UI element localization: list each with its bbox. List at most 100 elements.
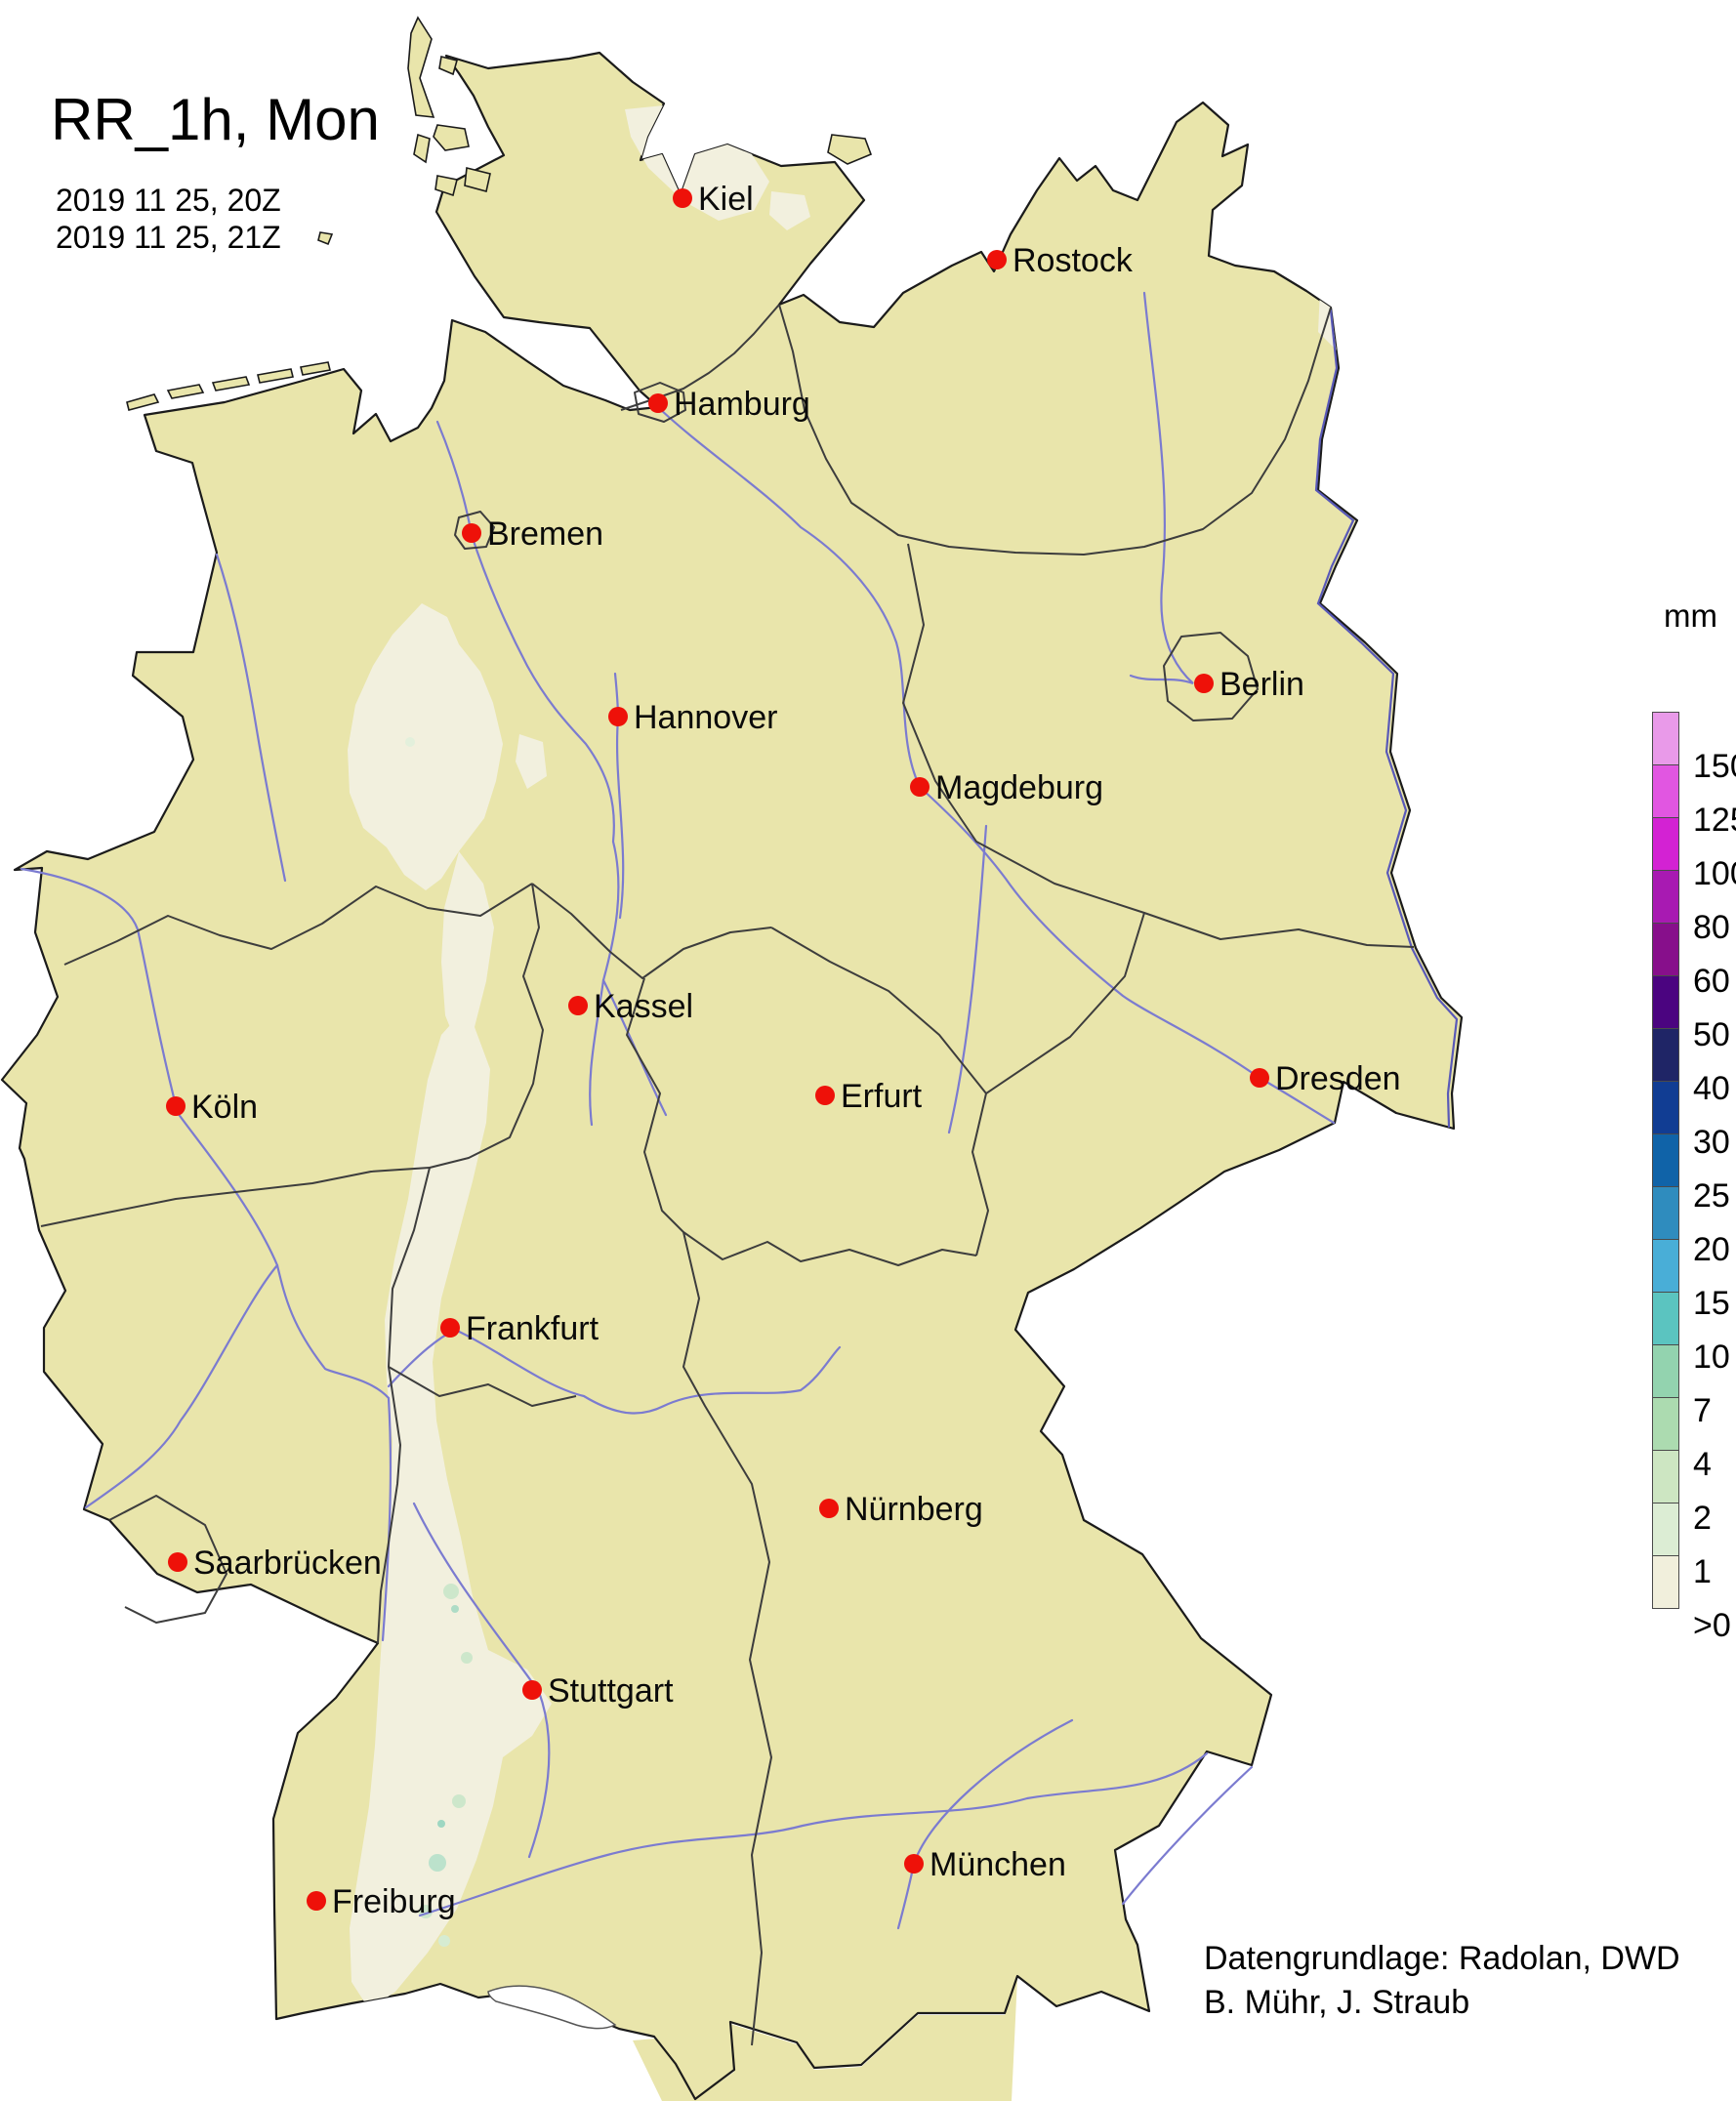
river-ems xyxy=(215,553,287,883)
city-dot xyxy=(522,1680,542,1700)
legend-swatch xyxy=(1652,1186,1679,1240)
legend-tick-label: 7 xyxy=(1693,1392,1712,1429)
legend-tick-label: 30 xyxy=(1693,1124,1730,1161)
legend-swatch xyxy=(1652,870,1679,924)
city-label: Berlin xyxy=(1219,666,1304,703)
city-dot xyxy=(910,777,930,797)
river-saale xyxy=(947,824,988,1134)
city-label: Hannover xyxy=(634,699,777,736)
lake-constance xyxy=(487,1985,617,2030)
river-oder xyxy=(1314,309,1459,1129)
legend-swatch xyxy=(1652,1450,1679,1504)
legend-tick-label: 1 xyxy=(1693,1553,1712,1590)
legend-swatch xyxy=(1652,712,1679,765)
city-dot xyxy=(1194,674,1214,693)
legend-tick-label: 50 xyxy=(1693,1016,1730,1053)
city-label: Saarbrücken xyxy=(193,1545,382,1582)
city-label: Köln xyxy=(191,1089,258,1126)
city-dot xyxy=(440,1318,460,1338)
state-borders xyxy=(40,304,1415,2046)
river-rhine xyxy=(20,867,393,1642)
legend-tick-label: 10 xyxy=(1693,1339,1730,1376)
end-time: 2019 11 25, 21Z xyxy=(56,220,281,255)
legend-swatch xyxy=(1652,923,1679,976)
city-label: Kassel xyxy=(594,988,693,1025)
precipitation-light-speckles xyxy=(405,737,473,1947)
city-label: Magdeburg xyxy=(935,769,1103,806)
legend-swatch xyxy=(1652,1239,1679,1293)
legend-tick-label: 15 xyxy=(1693,1285,1730,1322)
map-title: RR_1h, Mon xyxy=(51,87,380,152)
legend-swatch xyxy=(1652,1081,1679,1134)
city-label: Hamburg xyxy=(674,386,810,423)
legend-tick-label: 4 xyxy=(1693,1446,1712,1483)
legend-swatch xyxy=(1652,764,1679,818)
city-dot xyxy=(819,1499,839,1518)
legend-swatch xyxy=(1652,1292,1679,1345)
legend-swatch xyxy=(1652,1555,1679,1609)
city-dot xyxy=(815,1086,835,1105)
legend-tick-label: 125 xyxy=(1693,802,1736,839)
city-label: Erfurt xyxy=(841,1078,923,1115)
legend-color-bar xyxy=(1652,712,1679,1609)
map-valid-times: 2019 11 25, 20Z 2019 11 25, 21Z xyxy=(56,182,281,256)
city-label: Rostock xyxy=(1013,242,1134,279)
city-label: Kiel xyxy=(698,181,754,218)
legend-tick-label: 40 xyxy=(1693,1070,1730,1107)
river-fulda xyxy=(589,978,605,1127)
city-label: Freiburg xyxy=(332,1883,456,1920)
city-dot xyxy=(568,996,588,1015)
city-label: Nürnberg xyxy=(845,1491,983,1528)
legend-swatch xyxy=(1652,975,1679,1029)
river-inn xyxy=(1121,1765,1254,1906)
city-dot xyxy=(1250,1068,1269,1088)
legend-tick-label: 100 xyxy=(1693,855,1736,892)
legend-tick-label: 20 xyxy=(1693,1231,1730,1268)
precipitation-trace-areas xyxy=(348,103,1357,2009)
city-dot xyxy=(168,1552,187,1572)
legend-tick-label: 80 xyxy=(1693,909,1730,946)
city-dot xyxy=(608,707,628,726)
river-elbe xyxy=(658,407,1336,1125)
city-label: Stuttgart xyxy=(548,1672,674,1710)
city-label: Bremen xyxy=(487,515,603,553)
start-time: 2019 11 25, 20Z xyxy=(56,183,281,218)
legend-swatch xyxy=(1652,1028,1679,1082)
city-dot xyxy=(648,393,668,413)
legend-tick-label: 150 xyxy=(1693,748,1736,785)
berlin-state-ring xyxy=(1163,632,1259,721)
bremen-state-ring xyxy=(454,511,495,550)
legend-swatch xyxy=(1652,1397,1679,1451)
city-label: München xyxy=(930,1846,1066,1883)
city-label: Dresden xyxy=(1275,1060,1401,1097)
attribution: Datengrundlage: Radolan, DWD B. Mühr, J.… xyxy=(1204,1937,1680,2025)
radar-domain-south-wedge xyxy=(633,1978,1017,2101)
islands xyxy=(126,16,873,411)
river-havel xyxy=(1129,291,1194,685)
river-isar xyxy=(896,1718,1074,1930)
legend-tick-label: 25 xyxy=(1693,1177,1730,1215)
hamburg-state-ring xyxy=(634,382,686,423)
city-label: Frankfurt xyxy=(466,1310,599,1347)
city-dot xyxy=(166,1096,186,1116)
city-dot xyxy=(673,188,692,208)
city-dot xyxy=(904,1854,924,1874)
legend-tick-label: 2 xyxy=(1693,1500,1712,1537)
legend-swatch xyxy=(1652,1133,1679,1187)
legend-tick-label: 60 xyxy=(1693,963,1730,1000)
legend-unit-label: mm xyxy=(1664,597,1717,634)
river-leine xyxy=(613,672,625,920)
legend-swatch xyxy=(1652,817,1679,871)
city-dot xyxy=(462,523,481,543)
city-markers: Kiel Rostock Hamburg Bremen Hannover Berlin Ma… xyxy=(166,181,1401,1920)
legend-swatch xyxy=(1652,1503,1679,1556)
city-dot xyxy=(987,250,1007,269)
legend-swatch xyxy=(1652,1344,1679,1398)
legend-tick-label: >0 xyxy=(1693,1607,1731,1644)
river-danube xyxy=(418,1751,1209,1917)
attribution-source: Datengrundlage: Radolan, DWD xyxy=(1204,1940,1680,1977)
city-dot xyxy=(307,1891,326,1911)
river-mosel xyxy=(84,1263,279,1509)
